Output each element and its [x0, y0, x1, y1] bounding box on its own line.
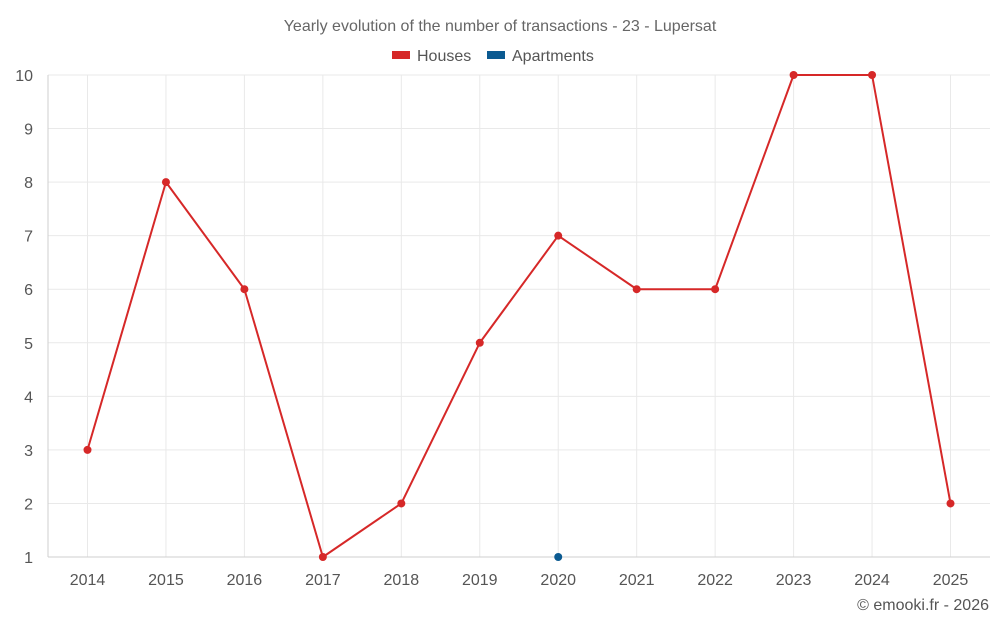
legend[interactable]: Houses Apartments [392, 48, 594, 65]
series-houses [83, 71, 955, 561]
legend-label-houses[interactable]: Houses [417, 48, 471, 65]
y-tick-label: 3 [24, 443, 33, 460]
x-tick-label: 2015 [148, 572, 184, 589]
y-tick-label: 8 [24, 175, 33, 192]
y-tick-label: 5 [24, 336, 33, 353]
legend-label-apartments[interactable]: Apartments [512, 48, 594, 65]
x-tick-label: 2021 [619, 572, 655, 589]
y-tick-label: 4 [24, 389, 33, 406]
data-point-houses[interactable] [318, 553, 327, 561]
x-tick-label: 2023 [776, 572, 812, 589]
data-point-houses[interactable] [240, 285, 249, 294]
gridlines [48, 74, 990, 557]
data-point-houses[interactable] [632, 285, 641, 294]
data-point-houses[interactable] [711, 285, 720, 294]
x-tick-label: 2020 [540, 572, 576, 589]
data-point-houses[interactable] [946, 499, 955, 508]
y-tick-label: 9 [24, 122, 33, 139]
data-point-apartments[interactable] [554, 553, 563, 561]
data-point-houses[interactable] [475, 338, 484, 347]
x-tick-label: 2024 [854, 572, 890, 589]
y-tick-label: 2 [24, 496, 33, 513]
y-axis-ticks: 1 2 3 4 5 6 7 8 9 10 [15, 68, 33, 567]
credit-text: © emooki.fr - 2026 [857, 597, 989, 614]
data-point-houses[interactable] [789, 71, 798, 79]
x-tick-label: 2019 [462, 572, 498, 589]
x-tick-label: 2017 [305, 572, 341, 589]
series-layer [83, 71, 955, 561]
x-tick-label: 2016 [227, 572, 263, 589]
data-point-houses[interactable] [397, 499, 406, 508]
x-tick-label: 2018 [384, 572, 420, 589]
y-tick-label: 7 [24, 229, 33, 246]
legend-swatch-houses[interactable] [392, 51, 410, 59]
y-tick-label: 6 [24, 282, 33, 299]
data-point-houses[interactable] [83, 445, 92, 454]
series-apartments [554, 553, 563, 561]
data-point-houses[interactable] [161, 178, 170, 187]
data-point-houses[interactable] [554, 231, 563, 240]
x-tick-label: 2022 [697, 572, 733, 589]
y-tick-label: 10 [15, 68, 33, 85]
y-tick-label: 1 [24, 550, 33, 567]
chart-title: Yearly evolution of the number of transa… [284, 18, 717, 35]
x-axis-ticks: 2014 2015 2016 2017 2018 2019 2020 2021 2022 2023… [70, 572, 969, 589]
legend-swatch-apartments[interactable] [487, 51, 505, 59]
x-tick-label: 2025 [933, 572, 969, 589]
axes [47, 75, 990, 558]
x-tick-label: 2014 [70, 572, 106, 589]
series-line-houses [86, 74, 952, 558]
data-point-houses[interactable] [868, 71, 877, 79]
